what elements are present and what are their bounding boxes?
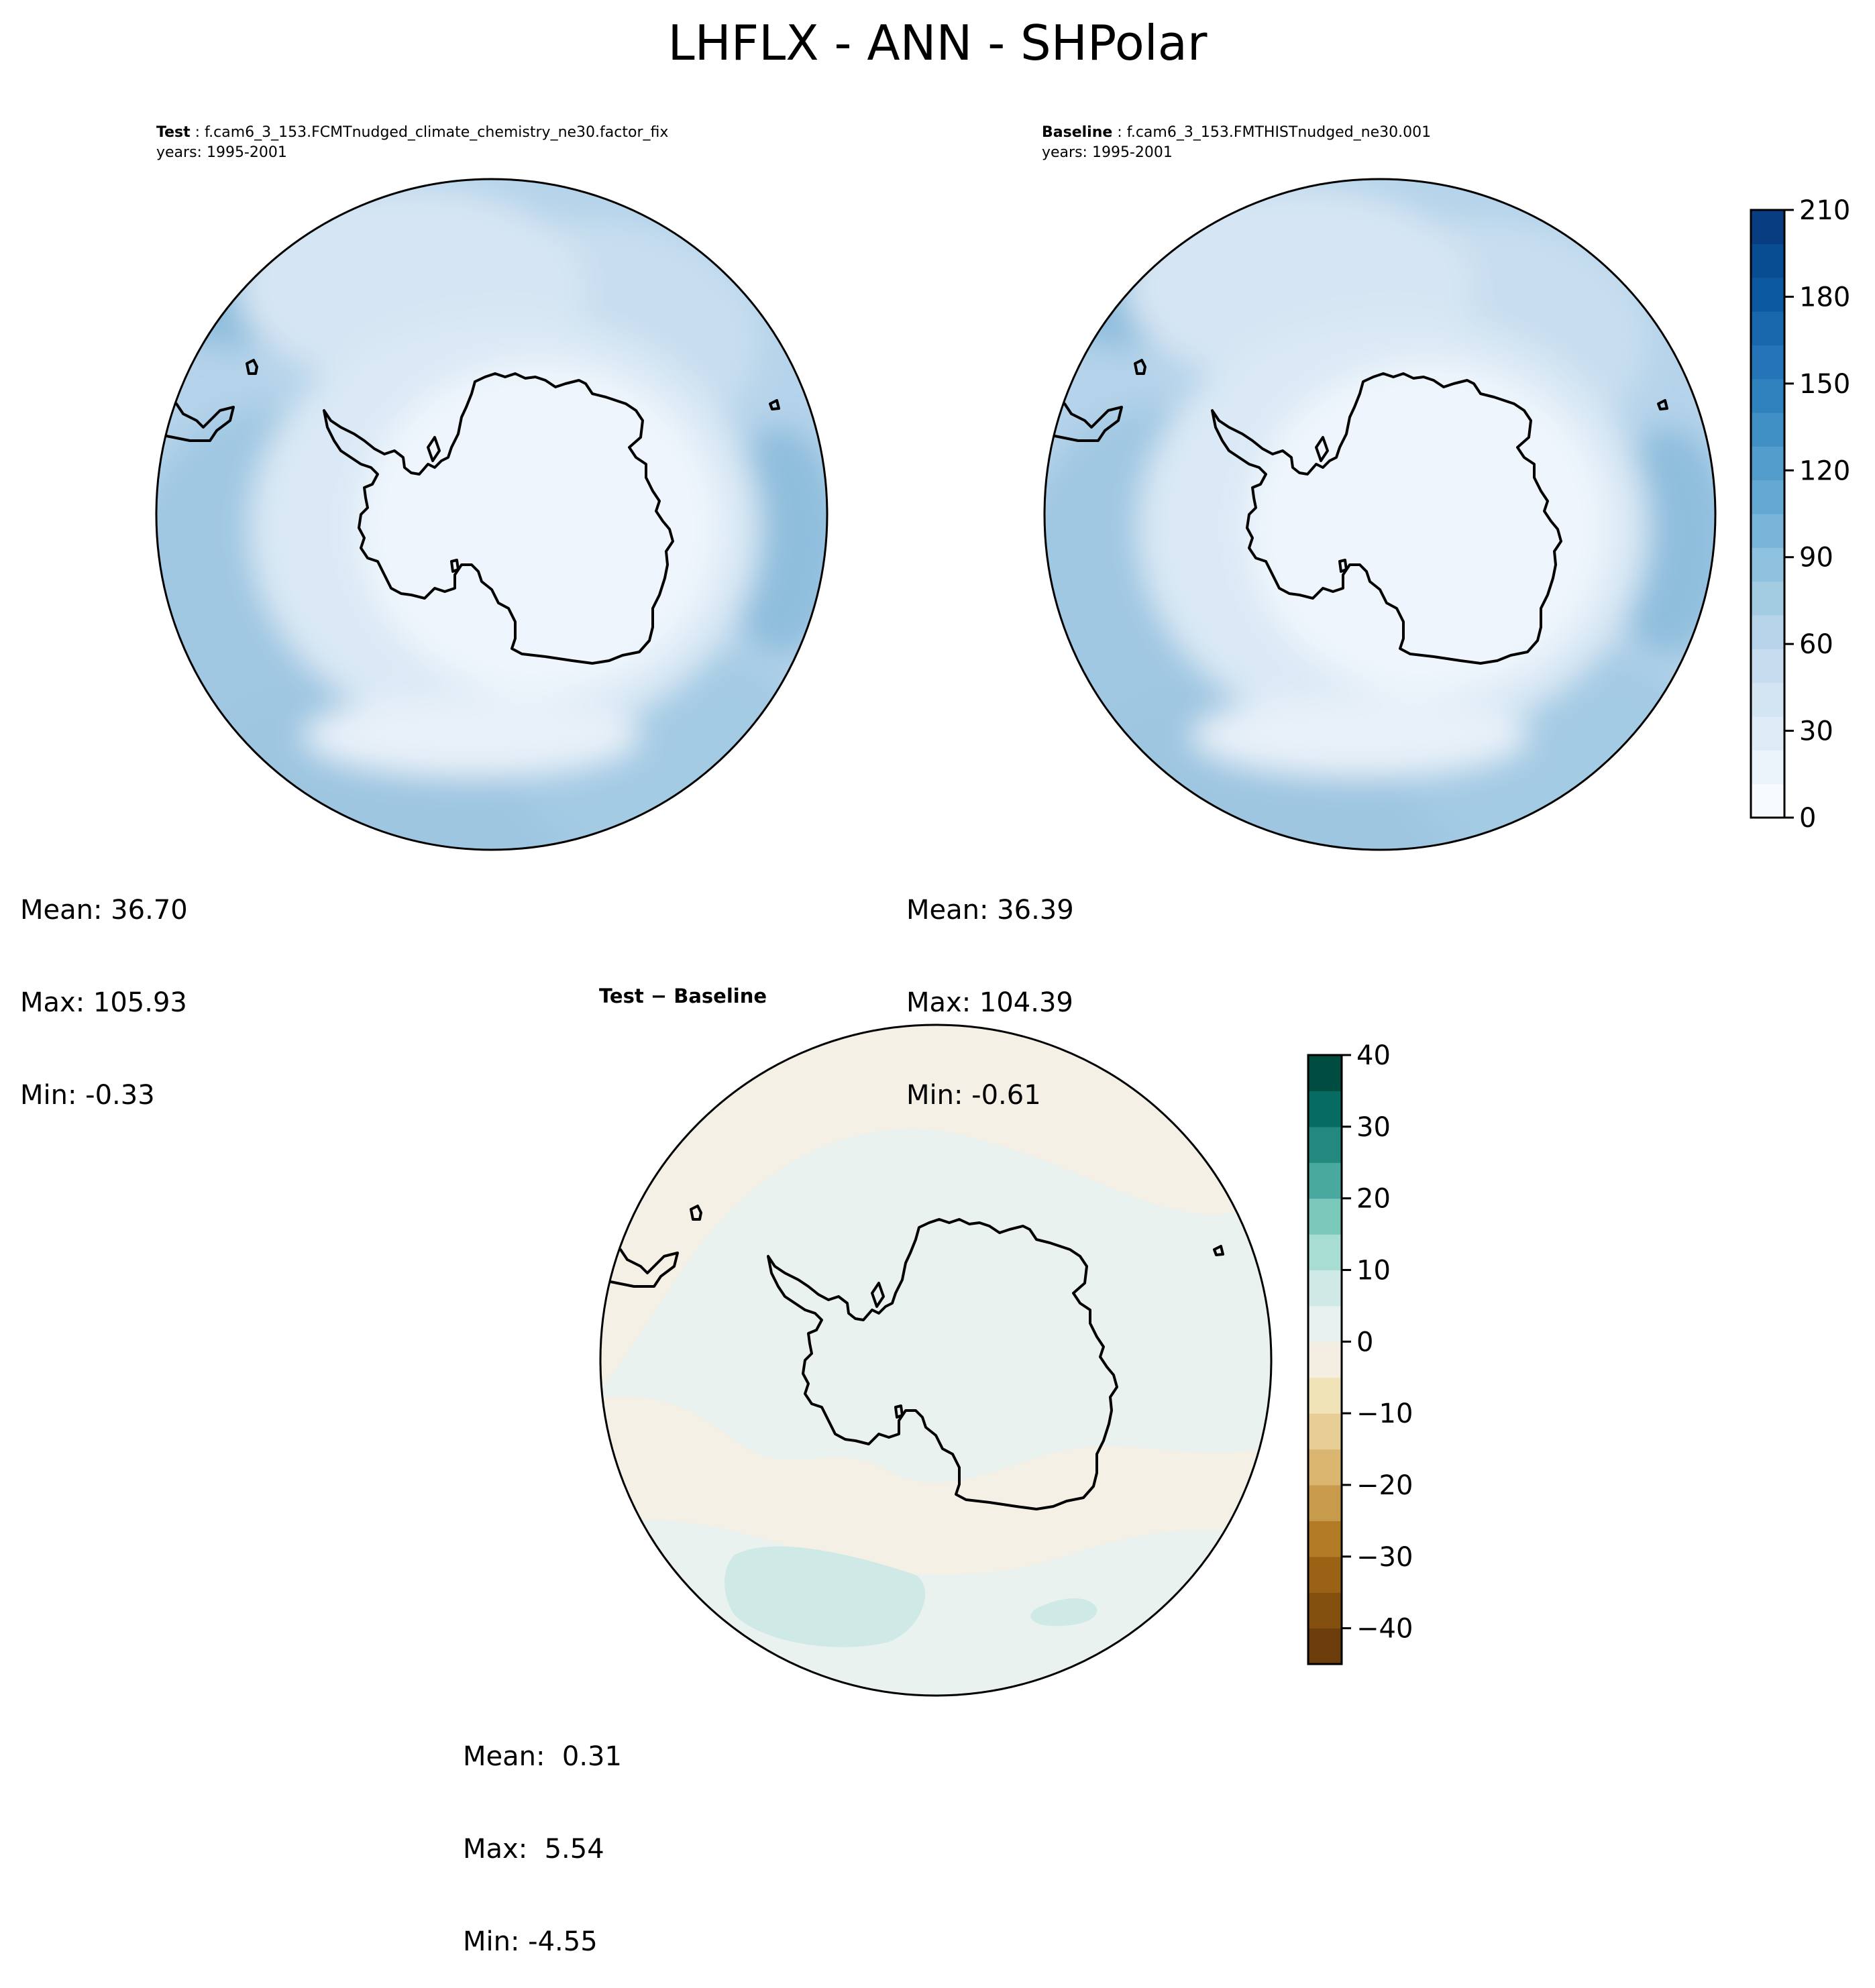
baseline-panel-title: Baseline : f.cam6_3_153.FMTHISTnudged_ne… bbox=[1042, 123, 1431, 163]
main-colorbar-swatch bbox=[1751, 378, 1784, 413]
test-map bbox=[155, 178, 828, 851]
diff-colorbar-swatch bbox=[1308, 1234, 1342, 1271]
main-colorbar-tick-label: 210 bbox=[1799, 195, 1850, 226]
diff-colorbar-swatch bbox=[1308, 1162, 1342, 1199]
diff-colorbar-tick-label: 30 bbox=[1356, 1112, 1391, 1143]
baseline-years: years: 1995-2001 bbox=[1042, 144, 1173, 161]
diff-colorbar: −40 −30 −20 −10 0 10 20 30 40 bbox=[1307, 1040, 1413, 1665]
test-panel-title: Test : f.cam6_3_153.FCMTnudged_climate_c… bbox=[156, 123, 668, 163]
main-colorbar-swatch bbox=[1751, 547, 1784, 582]
main-colorbar-swatch bbox=[1751, 311, 1784, 345]
main-colorbar-swatch bbox=[1751, 412, 1784, 447]
baseline-mean: Mean: 36.39 bbox=[906, 895, 1074, 926]
main-colorbar-swatch bbox=[1751, 783, 1784, 818]
main-colorbar-swatch bbox=[1751, 514, 1784, 548]
test-max: Max: 105.93 bbox=[20, 987, 187, 1018]
main-colorbar-swatch bbox=[1751, 480, 1784, 514]
diff-colorbar-swatch bbox=[1308, 1305, 1342, 1342]
main-colorbar-frame bbox=[1750, 209, 1786, 819]
main-colorbar-swatch bbox=[1751, 716, 1784, 751]
diff-min: Min: -4.55 bbox=[463, 1926, 598, 1957]
baseline-case-name: f.cam6_3_153.FMTHISTnudged_ne30.001 bbox=[1126, 124, 1432, 141]
main-colorbar: 0 30 60 90 120 150 180 210 bbox=[1750, 195, 1850, 834]
main-colorbar-tick-label: 150 bbox=[1799, 369, 1850, 400]
test-stats: Mean: 36.70 Max: 105.93 Min: -0.33 bbox=[20, 833, 188, 1142]
figure-title: LHFLX - ANN - SHPolar bbox=[667, 15, 1208, 71]
main-colorbar-swatch bbox=[1751, 210, 1784, 244]
diff-colorbar-swatch bbox=[1308, 1055, 1342, 1092]
diff-colorbar-tick-label: −40 bbox=[1356, 1614, 1413, 1645]
main-colorbar-swatch bbox=[1751, 649, 1784, 683]
main-colorbar-tick-label: 60 bbox=[1799, 629, 1833, 660]
diff-colorbar-swatch bbox=[1308, 1341, 1342, 1378]
main-colorbar-tick-label: 0 bbox=[1799, 803, 1816, 834]
diff-colorbar-swatch bbox=[1308, 1198, 1342, 1235]
diff-map bbox=[599, 1024, 1273, 1697]
baseline-label: Baseline bbox=[1042, 124, 1113, 141]
diff-colorbar-swatch bbox=[1308, 1592, 1342, 1629]
diff-colorbar-swatch bbox=[1308, 1270, 1342, 1307]
baseline-max: Max: 104.39 bbox=[906, 987, 1073, 1018]
diff-panel-title: Test − Baseline bbox=[599, 985, 767, 1007]
diff-colorbar-swatch bbox=[1308, 1628, 1342, 1665]
diff-colorbar-swatch bbox=[1308, 1413, 1342, 1450]
test-case-name: f.cam6_3_153.FCMTnudged_climate_chemistr… bbox=[205, 124, 669, 141]
diff-colorbar-swatch bbox=[1308, 1484, 1342, 1521]
main-colorbar-swatch bbox=[1751, 750, 1784, 785]
diff-colorbar-swatch bbox=[1308, 1521, 1342, 1557]
diff-colorbar-tick-label: −20 bbox=[1356, 1470, 1413, 1501]
baseline-stats: Mean: 36.39 Max: 104.39 Min: -0.61 bbox=[906, 833, 1074, 1142]
figure-canvas: 0 30 60 90 120 150 180 210 −40 −30 −20 −10 0 10 20 30 4… bbox=[155, 178, 1850, 1697]
diff-stats: Mean: 0.31 Max: 5.54 Min: -4.55 bbox=[463, 1679, 622, 1988]
diff-colorbar-frame bbox=[1307, 1054, 1343, 1665]
diff-colorbar-swatch bbox=[1308, 1449, 1342, 1486]
baseline-map bbox=[1043, 178, 1717, 851]
main-colorbar-swatch bbox=[1751, 345, 1784, 380]
diff-colorbar-tick-label: −10 bbox=[1356, 1398, 1413, 1429]
baseline-min: Min: -0.61 bbox=[906, 1080, 1041, 1111]
main-colorbar-swatch bbox=[1751, 581, 1784, 616]
main-colorbar-swatch bbox=[1751, 615, 1784, 649]
diff-colorbar-tick-label: 40 bbox=[1356, 1040, 1391, 1071]
diff-max: Max: 5.54 bbox=[463, 1834, 604, 1865]
main-colorbar-swatch bbox=[1751, 243, 1784, 278]
diff-colorbar-tick-label: 10 bbox=[1356, 1255, 1391, 1286]
diff-colorbar-swatch bbox=[1308, 1377, 1342, 1414]
test-years: years: 1995-2001 bbox=[156, 144, 287, 161]
diff-mean: Mean: 0.31 bbox=[463, 1741, 622, 1772]
main-colorbar-swatch bbox=[1751, 446, 1784, 481]
diff-colorbar-tick-label: 0 bbox=[1356, 1327, 1373, 1358]
diff-colorbar-tick-label: −30 bbox=[1356, 1542, 1413, 1573]
test-label: Test bbox=[156, 124, 191, 141]
main-colorbar-tick-label: 120 bbox=[1799, 455, 1850, 486]
diff-colorbar-tick-label: 20 bbox=[1356, 1184, 1391, 1215]
main-colorbar-swatch bbox=[1751, 277, 1784, 312]
main-colorbar-swatch bbox=[1751, 682, 1784, 717]
diff-colorbar-swatch bbox=[1308, 1556, 1342, 1593]
main-colorbar-tick-label: 30 bbox=[1799, 716, 1833, 747]
main-colorbar-tick-label: 90 bbox=[1799, 543, 1833, 573]
test-mean: Mean: 36.70 bbox=[20, 895, 188, 926]
main-colorbar-tick-label: 180 bbox=[1799, 282, 1850, 313]
test-min: Min: -0.33 bbox=[20, 1080, 155, 1111]
diff-colorbar-swatch bbox=[1308, 1091, 1342, 1127]
diff-colorbar-swatch bbox=[1308, 1126, 1342, 1163]
